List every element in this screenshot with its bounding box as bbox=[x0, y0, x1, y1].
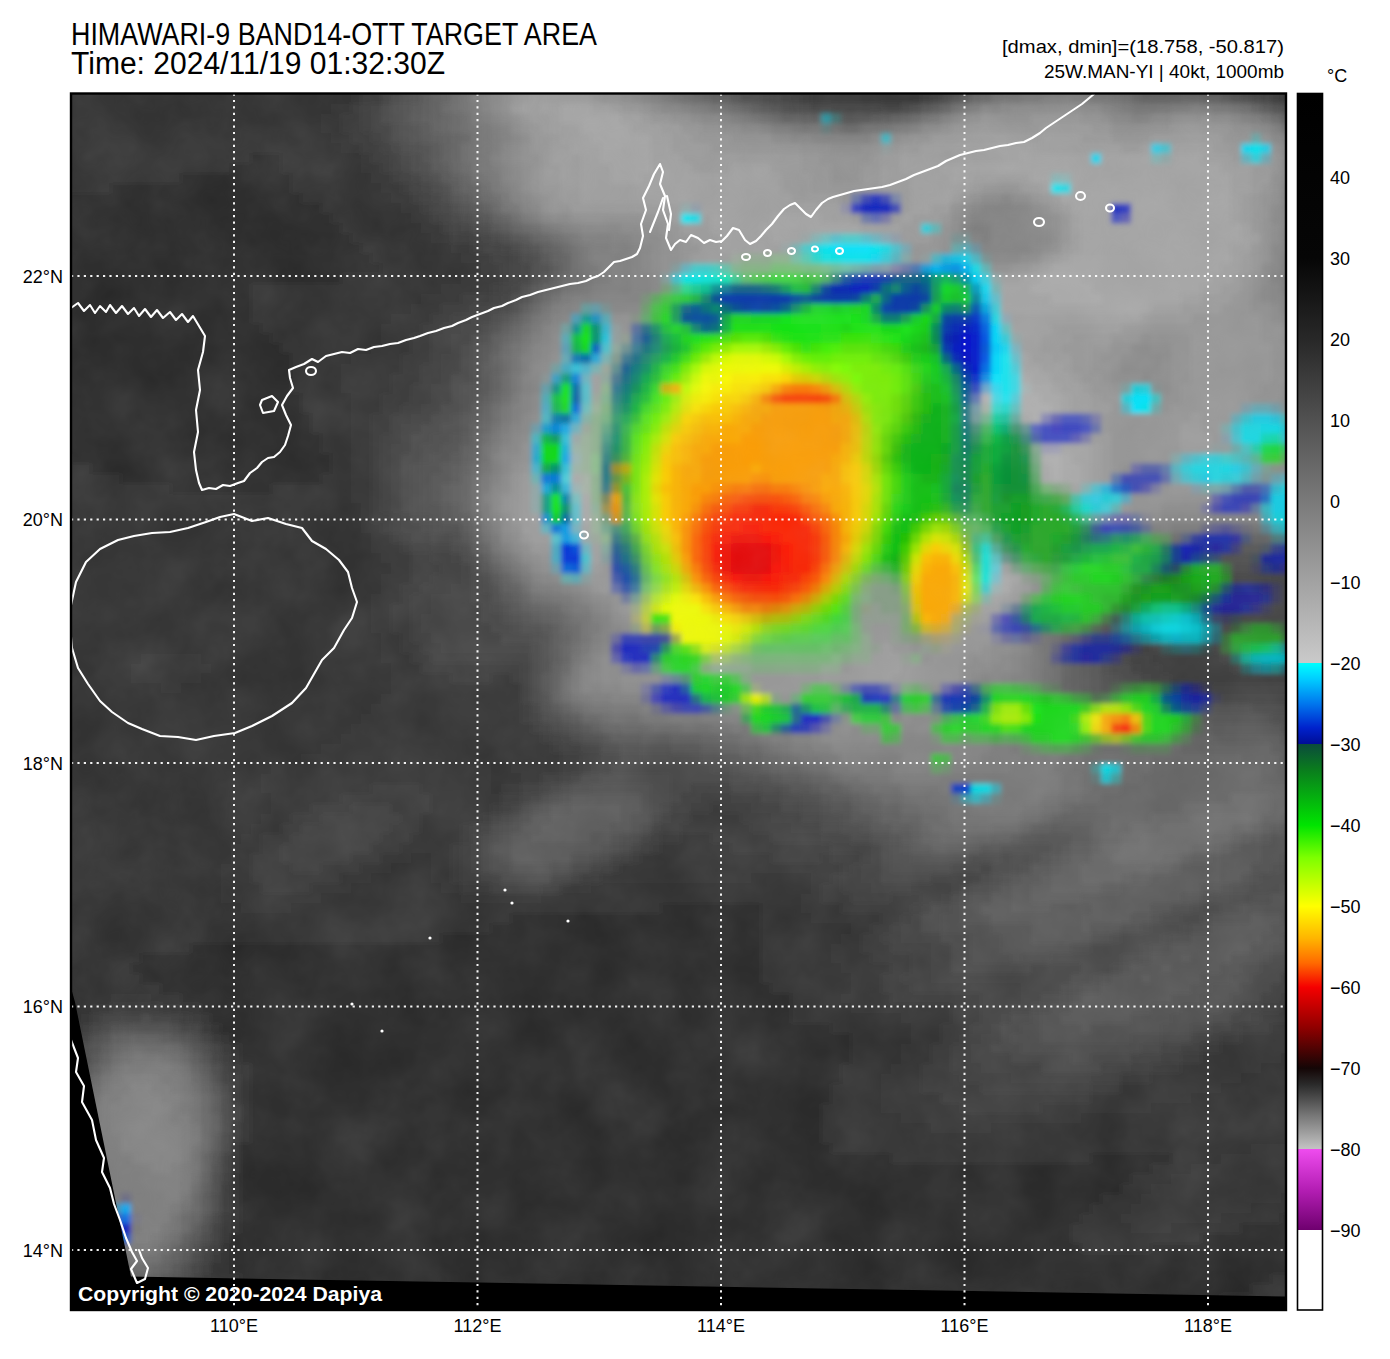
svg-text:110°E: 110°E bbox=[210, 1316, 258, 1336]
svg-text:−20: −20 bbox=[1330, 654, 1361, 674]
svg-text:−30: −30 bbox=[1330, 735, 1361, 755]
svg-text:0: 0 bbox=[1330, 492, 1340, 512]
svg-text:22°N: 22°N bbox=[23, 267, 63, 287]
svg-text:−80: −80 bbox=[1330, 1140, 1361, 1160]
svg-text:[dmax, dmin]=(18.758, -50.817): [dmax, dmin]=(18.758, -50.817) bbox=[1002, 36, 1284, 57]
svg-text:40: 40 bbox=[1330, 168, 1350, 188]
svg-text:−50: −50 bbox=[1330, 897, 1361, 917]
svg-text:20°N: 20°N bbox=[23, 510, 63, 530]
svg-text:25W.MAN-YI | 40kt, 1000mb: 25W.MAN-YI | 40kt, 1000mb bbox=[1044, 61, 1284, 82]
svg-text:20: 20 bbox=[1330, 330, 1350, 350]
svg-text:30: 30 bbox=[1330, 249, 1350, 269]
svg-text:−60: −60 bbox=[1330, 978, 1361, 998]
svg-text:112°E: 112°E bbox=[454, 1316, 502, 1336]
svg-text:−70: −70 bbox=[1330, 1059, 1361, 1079]
svg-text:116°E: 116°E bbox=[941, 1316, 989, 1336]
svg-text:114°E: 114°E bbox=[697, 1316, 745, 1336]
svg-text:Time: 2024/11/19 01:32:30Z: Time: 2024/11/19 01:32:30Z bbox=[71, 46, 445, 81]
svg-text:118°E: 118°E bbox=[1184, 1316, 1232, 1336]
svg-text:18°N: 18°N bbox=[23, 754, 63, 774]
svg-text:16°N: 16°N bbox=[23, 997, 63, 1017]
svg-text:14°N: 14°N bbox=[23, 1241, 63, 1261]
svg-text:10: 10 bbox=[1330, 411, 1350, 431]
svg-text:Copyright © 2020-2024 Dapiya: Copyright © 2020-2024 Dapiya bbox=[78, 1282, 382, 1305]
svg-text:−90: −90 bbox=[1330, 1221, 1361, 1241]
svg-text:−10: −10 bbox=[1330, 573, 1361, 593]
svg-text:−40: −40 bbox=[1330, 816, 1361, 836]
svg-text:°C: °C bbox=[1327, 66, 1347, 86]
